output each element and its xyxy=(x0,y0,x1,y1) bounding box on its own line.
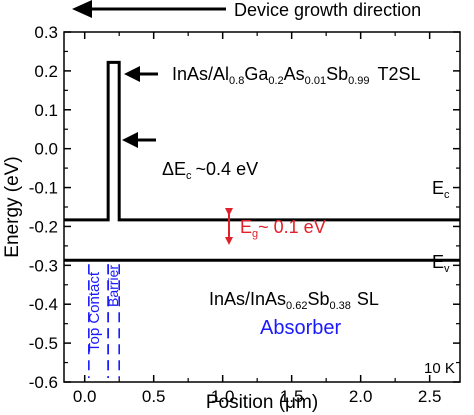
x-axis-label: Position (μm) xyxy=(206,392,318,413)
band-edge-lines xyxy=(64,60,460,262)
x-tick-label: 2.0 xyxy=(349,387,373,406)
x-tick-label: 0.0 xyxy=(73,387,97,406)
growth-direction-label: Device growth direction xyxy=(234,0,421,20)
t2sl-pointer-arrow xyxy=(124,66,158,82)
y-tick-label: 0.1 xyxy=(34,101,58,120)
eg-label: Eg~ 0.1 eV xyxy=(240,217,326,240)
barrier-label: Barrier xyxy=(105,265,121,307)
t2sl-label: InAs/Al0.8Ga0.2As0.01Sb0.99 T2SL xyxy=(172,64,421,87)
y-axis-ticks: 0.3 0.2 0.1 0.0 -0.1 -0.2 -0.3 -0.4 -0.5 -0.6 xyxy=(29,23,460,392)
conduction-band-line xyxy=(64,60,460,222)
y-tick-label: -0.1 xyxy=(29,179,58,198)
temperature-label: 10 K xyxy=(424,360,455,377)
x-tick-label: 1.5 xyxy=(280,387,304,406)
delta-ec-label: ΔEc ~0.4 eV xyxy=(162,159,258,182)
absorber-label: Absorber xyxy=(260,317,341,339)
growth-direction-arrow xyxy=(72,0,226,18)
y-tick-label: -0.5 xyxy=(29,334,58,353)
ec-label: Ec xyxy=(432,178,450,201)
x-tick-label: 2.5 xyxy=(418,387,442,406)
layer-regions xyxy=(88,264,120,378)
y-axis-label: Energy (eV) xyxy=(2,156,23,257)
absorber-sl-label: InAs/InAs0.62Sb0.38 SL xyxy=(209,289,379,312)
y-tick-label: 0.0 xyxy=(34,140,58,159)
y-tick-label: 0.3 xyxy=(34,23,58,42)
y-tick-label: -0.2 xyxy=(29,217,58,236)
ev-label: Ev xyxy=(432,252,450,275)
x-tick-label: 0.5 xyxy=(142,387,166,406)
x-tick-label: 1.0 xyxy=(211,387,235,406)
y-tick-label: -0.3 xyxy=(29,256,58,275)
x-axis-ticks: 0.0 0.5 1.0 1.5 2.0 2.5 xyxy=(73,32,442,406)
y-tick-label: 0.2 xyxy=(34,62,58,81)
y-tick-label: -0.6 xyxy=(29,373,58,392)
delta-ec-pointer-arrow xyxy=(122,132,156,148)
y-tick-label: -0.4 xyxy=(29,295,58,314)
top-contact-label: Top Contact xyxy=(86,271,103,352)
